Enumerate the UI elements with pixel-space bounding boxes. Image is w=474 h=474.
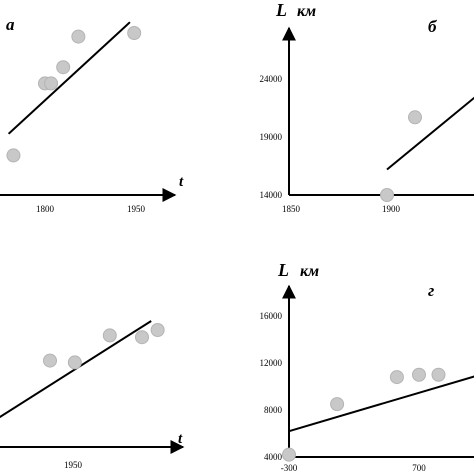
panel-d-x-tick-label: 700 [412, 463, 426, 473]
panel-b-x-tick-label: 1900 [382, 204, 401, 214]
panel-b-y-axis-unit: км [297, 3, 316, 20]
data-point [282, 447, 296, 462]
panel-d-x-tick-label: -300 [281, 463, 298, 473]
panel-b-y-tick-label: 19000 [260, 132, 283, 142]
panel-a-letter: а [6, 15, 15, 34]
panel-c-x-axis-label: t [178, 431, 183, 447]
data-point [43, 353, 57, 368]
panel-d: 4000 8000 12000 16000 -300 700 L км г [260, 260, 474, 473]
data-point [44, 76, 59, 91]
panel-b: 14000 19000 24000 1850 1900 L км б [260, 0, 474, 214]
data-point [412, 367, 426, 382]
trend-line [7, 21, 131, 135]
panel-a-x-axis-label: t [179, 174, 184, 190]
panel-d-y-axis-unit: км [300, 263, 319, 280]
panel-d-y-tick-label: 4000 [264, 452, 283, 462]
panel-b-letter: б [428, 17, 438, 36]
data-point [330, 397, 345, 412]
data-point [135, 330, 149, 345]
trend-line [0, 320, 152, 419]
panel-b-y-tick-label: 14000 [260, 190, 283, 200]
data-point [127, 26, 142, 40]
panel-b-y-tick-label: 24000 [260, 74, 283, 84]
data-point [67, 355, 82, 370]
data-point [71, 29, 86, 44]
data-point [431, 367, 446, 382]
panel-d-y-tick-label: 8000 [264, 405, 283, 415]
data-point [150, 323, 165, 337]
panel-a-x-tick-label: 1950 [127, 204, 146, 214]
panel-c: 1950 t [0, 320, 185, 470]
panel-d-y-axis-letter: L [277, 260, 289, 280]
trend-line [288, 375, 474, 433]
data-point [389, 370, 404, 385]
data-point [102, 328, 117, 343]
panel-d-letter: г [428, 281, 434, 300]
data-point [408, 110, 422, 125]
panel-d-y-tick-label: 12000 [260, 358, 283, 368]
trend-line [386, 96, 474, 171]
panel-b-y-axis-letter: L [275, 0, 287, 20]
data-point [6, 148, 21, 163]
data-point [380, 188, 394, 202]
panel-a: 1800 1950 t а [0, 15, 184, 214]
panel-d-y-tick-label: 16000 [260, 311, 283, 321]
panel-c-x-tick-label: 1950 [64, 460, 83, 470]
panel-b-x-tick-label: 1850 [282, 204, 301, 214]
data-point [56, 60, 71, 75]
panel-a-x-tick-label: 1800 [36, 204, 55, 214]
